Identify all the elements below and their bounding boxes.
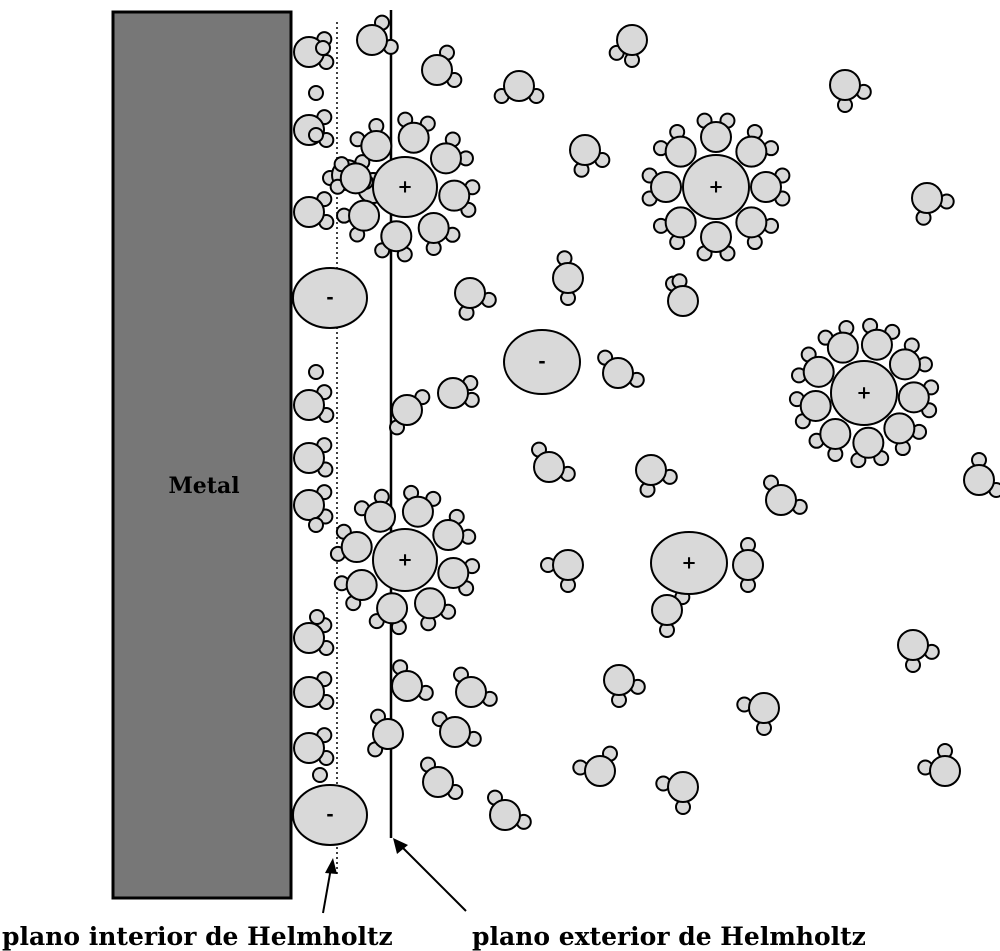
cation-sign: +: [708, 177, 723, 198]
water-molecule: [829, 69, 872, 113]
water-molecule: [641, 167, 682, 207]
water-molecule: [333, 569, 378, 612]
cation-sign: +: [856, 383, 871, 404]
water-molecule: [356, 14, 399, 56]
inner-helmholtz-label: plano interior de Helmholtz: [2, 922, 393, 951]
water-molecule: [293, 384, 335, 423]
cation: +: [372, 528, 438, 592]
water-molecule: [429, 131, 474, 175]
water-molecule: [652, 206, 697, 251]
water-molecule: [431, 711, 482, 748]
water-molecule: [374, 220, 413, 263]
water-molecule: [597, 349, 645, 389]
water-molecule: [652, 123, 697, 168]
water-molecule: [635, 454, 678, 498]
water-molecule: [293, 437, 334, 478]
water-molecule: [329, 523, 373, 564]
water-molecule: [569, 134, 611, 178]
water-molecule: [696, 112, 736, 153]
water-molecule: [735, 123, 780, 168]
water-molecule: [438, 179, 481, 218]
water-molecule: [391, 659, 434, 702]
anion-sign: -: [326, 288, 333, 309]
cation: +: [830, 360, 898, 426]
water-molecule: [349, 118, 393, 163]
water-molecule: [665, 273, 699, 317]
cation: +: [372, 156, 438, 218]
anion: -: [292, 267, 368, 329]
water-molecule: [651, 589, 691, 638]
cation: +: [682, 154, 750, 220]
water-molecule: [963, 452, 1000, 498]
water-molecule: [603, 664, 646, 708]
water-molecule: [336, 199, 381, 243]
water-molecule: [888, 337, 933, 381]
water-molecule: [421, 44, 463, 88]
water-molecule: [572, 745, 618, 787]
cation-sign: +: [397, 550, 412, 571]
water-molecule: [293, 727, 335, 766]
metal-electrode: [111, 10, 293, 900]
water-molecule: [696, 221, 736, 262]
water-molecule: [432, 508, 477, 551]
water-molecule: [401, 484, 442, 528]
water-molecules: [293, 14, 1000, 831]
water-molecule: [293, 484, 334, 525]
water-molecule: [750, 167, 791, 207]
cation-sign: +: [681, 553, 696, 574]
water-molecule: [531, 441, 576, 483]
water-molecule: [353, 488, 396, 533]
water-molecule: [917, 743, 961, 787]
water-molecule: [897, 379, 940, 419]
water-molecule: [808, 417, 852, 462]
water-molecule: [736, 692, 780, 736]
water-molecule: [367, 708, 404, 758]
water-molecule: [540, 549, 584, 593]
water-molecule: [293, 617, 335, 656]
water-molecule: [493, 70, 545, 104]
water-molecule: [420, 756, 464, 800]
cation: +: [650, 531, 728, 595]
water-molecule: [389, 389, 431, 436]
water-molecule: [437, 375, 480, 409]
water-molecule: [850, 426, 890, 469]
water-molecule: [860, 317, 901, 361]
water-molecule: [911, 182, 955, 226]
water-molecule: [897, 629, 940, 673]
outer-helmholtz-label: plano exterior de Helmholtz: [472, 922, 866, 951]
water-molecule: [329, 156, 372, 195]
water-molecule: [790, 346, 835, 388]
water-molecule: [788, 389, 832, 430]
water-molecule: [655, 771, 699, 815]
water-molecule: [487, 789, 532, 831]
water-molecule: [552, 250, 584, 306]
water-molecule: [414, 587, 457, 632]
anion-sign: -: [538, 352, 545, 373]
water-molecule: [437, 556, 481, 597]
water-molecule: [883, 412, 928, 457]
water-molecule: [293, 671, 335, 710]
inner-plane-arrow: [322, 858, 337, 914]
outer-plane-arrow: [393, 838, 467, 912]
water-molecule: [368, 592, 409, 636]
water-molecule: [293, 191, 335, 230]
water-molecule: [608, 24, 648, 68]
water-molecule: [453, 666, 498, 708]
water-molecule: [732, 537, 764, 593]
water-molecule: [454, 277, 497, 321]
water-molecule: [397, 111, 436, 154]
water-molecule: [735, 206, 780, 251]
water-molecule: [763, 474, 808, 516]
ions: + + + + + - - -: [292, 154, 898, 846]
anion: -: [292, 784, 368, 846]
cation-sign: +: [397, 177, 412, 198]
anion-sign: -: [326, 805, 333, 826]
water-molecule: [817, 319, 859, 364]
metal-label: Metal: [168, 473, 239, 499]
water-molecule: [417, 211, 461, 256]
anion: -: [503, 329, 581, 395]
